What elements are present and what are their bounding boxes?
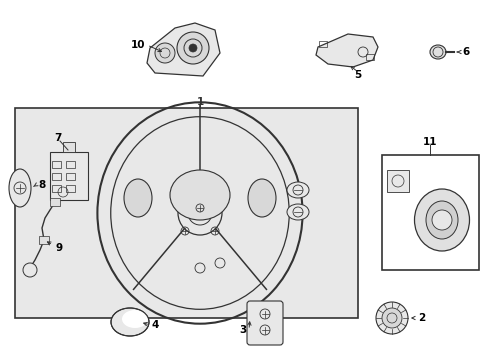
Ellipse shape [170,170,229,220]
Bar [52,185,61,192]
Text: 5: 5 [354,70,361,80]
Circle shape [381,308,401,328]
Bar [365,54,373,60]
FancyBboxPatch shape [246,301,283,345]
Ellipse shape [425,201,457,239]
Ellipse shape [429,45,445,59]
Bar [50,152,88,200]
Bar [52,161,61,168]
Circle shape [375,302,407,334]
Circle shape [177,32,208,64]
Text: 8: 8 [38,180,45,190]
Bar [50,198,60,206]
Ellipse shape [124,179,152,217]
Ellipse shape [111,308,149,336]
Bar [386,170,408,192]
Ellipse shape [286,182,308,198]
Circle shape [431,210,451,230]
Bar [15,108,357,318]
Bar [39,236,49,244]
Circle shape [23,263,37,277]
Circle shape [189,44,197,52]
Bar [52,173,61,180]
Bar [63,142,75,152]
Ellipse shape [9,169,31,207]
Polygon shape [147,23,220,76]
Text: 1: 1 [196,97,203,107]
Text: 6: 6 [461,47,468,57]
Text: 7: 7 [54,133,61,143]
Bar [381,155,478,270]
Text: 9: 9 [55,243,62,253]
Ellipse shape [247,179,275,217]
Bar [66,161,75,168]
Text: 10: 10 [130,40,145,50]
Ellipse shape [122,310,148,328]
Text: 11: 11 [422,137,436,147]
Ellipse shape [414,189,468,251]
Text: 2: 2 [417,313,425,323]
Ellipse shape [286,204,308,220]
Bar [318,41,326,47]
Circle shape [155,43,175,63]
Text: 3: 3 [239,325,246,335]
Polygon shape [315,34,377,67]
Bar [66,173,75,180]
Text: 4: 4 [152,320,159,330]
Bar [66,185,75,192]
